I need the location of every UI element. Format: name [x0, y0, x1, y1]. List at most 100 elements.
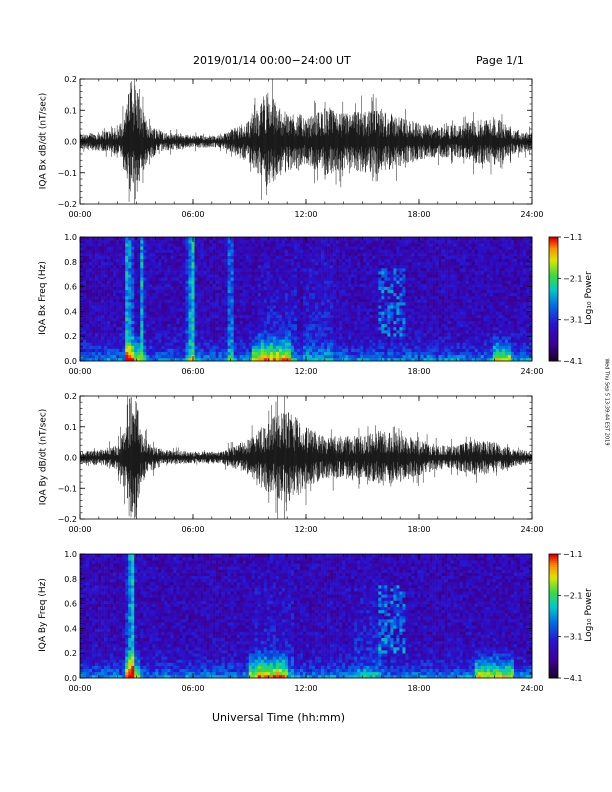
- x-tick-label: 00:00: [68, 684, 91, 693]
- colorbar-swatch: [549, 566, 558, 569]
- colorbar: −1.1 −2.1 −3.1 −4.1: [548, 233, 582, 366]
- colorbar-swatch: [549, 315, 558, 319]
- y-axis-label: IQA By dB/dt (nT/sec): [38, 408, 48, 505]
- x-tick-label: 24:00: [520, 367, 543, 376]
- colorbar-swatch: [549, 237, 558, 240]
- y-tick-label: 0.4: [64, 624, 77, 633]
- spectrogram-cells: [80, 554, 533, 679]
- colorbar-swatch: [549, 346, 558, 350]
- y-tick-label: 0.2: [64, 75, 77, 84]
- page-number: Page 1/1: [476, 54, 524, 67]
- colorbar-tick-label: −2.1: [563, 274, 582, 283]
- colorbar-swatch: [549, 620, 558, 623]
- colorbar-swatch: [549, 613, 558, 617]
- colorbar-swatch: [549, 607, 558, 611]
- colorbar-swatch: [549, 276, 558, 279]
- colorbar-swatch: [549, 301, 558, 304]
- colorbar-swatch: [549, 628, 558, 631]
- x-tick-label: 12:00: [294, 367, 317, 376]
- colorbar-swatch: [549, 338, 558, 341]
- colorbar-swatch: [549, 630, 558, 634]
- y-tick-label: 0.1: [64, 106, 77, 115]
- colorbar-swatch: [549, 239, 558, 242]
- y-tick-label: 0.8: [64, 575, 77, 584]
- colorbar-swatch: [549, 657, 558, 660]
- colorbar-swatch: [549, 354, 558, 358]
- colorbar-swatch: [549, 358, 558, 362]
- colorbar-swatch: [549, 307, 558, 310]
- colorbar: −1.1 −2.1 −3.1 −4.1: [548, 550, 582, 683]
- colorbar-swatch: [549, 350, 558, 354]
- y-tick-label: 0.6: [64, 600, 77, 609]
- colorbar-swatch: [549, 636, 558, 640]
- colorbar-swatch: [549, 572, 558, 576]
- y-tick-label: 0.0: [64, 138, 77, 147]
- colorbar-swatch: [549, 554, 558, 557]
- x-tick-label: 24:00: [520, 210, 543, 219]
- colorbar-swatch: [549, 340, 558, 343]
- colorbar-swatch: [549, 582, 558, 586]
- colorbar-swatch: [549, 342, 558, 345]
- colorbar-swatch: [549, 568, 558, 572]
- x-tick-label: 18:00: [407, 367, 430, 376]
- colorbar-swatch: [549, 644, 558, 648]
- y-tick-label: −0.1: [58, 169, 77, 178]
- colorbar-swatch: [549, 303, 558, 306]
- colorbar-swatch: [549, 280, 558, 283]
- colorbar-swatch: [549, 356, 558, 360]
- colorbar-swatch: [549, 603, 558, 607]
- y-tick-label: 0.0: [64, 357, 77, 366]
- colorbar-swatch: [549, 556, 558, 559]
- colorbar-swatch: [549, 243, 558, 246]
- colorbar-swatch: [549, 570, 558, 574]
- x-tick-label: 06:00: [181, 684, 204, 693]
- spectrogram-panel: −1.1 −2.1 −3.1 −4.1 00:00 06:00 12:00 18:00 24:0…: [64, 233, 582, 376]
- colorbar-swatch: [549, 611, 558, 615]
- colorbar-swatch: [549, 634, 558, 638]
- colorbar-swatch: [549, 259, 558, 263]
- colorbar-tick-label: −2.1: [563, 591, 582, 600]
- colorbar-swatch: [549, 265, 558, 269]
- colorbar-swatch: [549, 638, 558, 642]
- colorbar-swatch: [549, 282, 558, 286]
- colorbar-swatch: [549, 624, 558, 627]
- colorbar-swatch: [549, 278, 558, 281]
- y-tick-label: 0.2: [64, 392, 77, 401]
- x-axis-title: Universal Time (hh:mm): [212, 711, 345, 724]
- x-tick-label: 00:00: [68, 367, 91, 376]
- y-tick-label: 1.0: [64, 233, 77, 242]
- colorbar-swatch: [549, 321, 558, 325]
- colorbar-swatch: [549, 323, 558, 327]
- y-tick-label: 0.0: [64, 454, 77, 463]
- colorbar-tick-label: −3.1: [563, 633, 582, 642]
- colorbar-swatch: [549, 251, 558, 255]
- x-tick-label: 12:00: [294, 525, 317, 534]
- waveform-panel: 00:00 06:00 12:00 18:00 24:00 −0.2 −0.1 0.0 0.1 0…: [58, 392, 544, 534]
- colorbar-swatch: [549, 352, 558, 356]
- colorbar-swatch: [549, 659, 558, 662]
- y-tick-label: −0.2: [58, 515, 77, 524]
- colorbar-tick-label: −1.1: [563, 233, 582, 242]
- colorbar-swatch: [549, 299, 558, 302]
- colorbar-swatch: [549, 589, 558, 592]
- colorbar-swatch: [549, 247, 558, 250]
- colorbar-swatch: [549, 622, 558, 625]
- colorbar-swatch: [549, 284, 558, 288]
- x-tick-label: 12:00: [294, 684, 317, 693]
- colorbar-swatch: [549, 671, 558, 675]
- colorbar-swatch: [549, 576, 558, 580]
- colorbar-swatch: [549, 663, 558, 667]
- colorbar-swatch: [549, 665, 558, 669]
- colorbar-swatch: [549, 313, 558, 317]
- colorbar-swatch: [549, 661, 558, 665]
- colorbar-swatch: [549, 334, 558, 337]
- y-tick-label: 0.2: [64, 649, 77, 658]
- y-tick-label: 0.2: [64, 332, 77, 341]
- colorbar-swatch: [549, 290, 558, 294]
- colorbar-swatch: [549, 292, 558, 296]
- colorbar-swatch: [549, 651, 558, 654]
- y-tick-label: −0.1: [58, 484, 77, 493]
- colorbar-swatch: [549, 336, 558, 339]
- colorbar-swatch: [549, 286, 558, 290]
